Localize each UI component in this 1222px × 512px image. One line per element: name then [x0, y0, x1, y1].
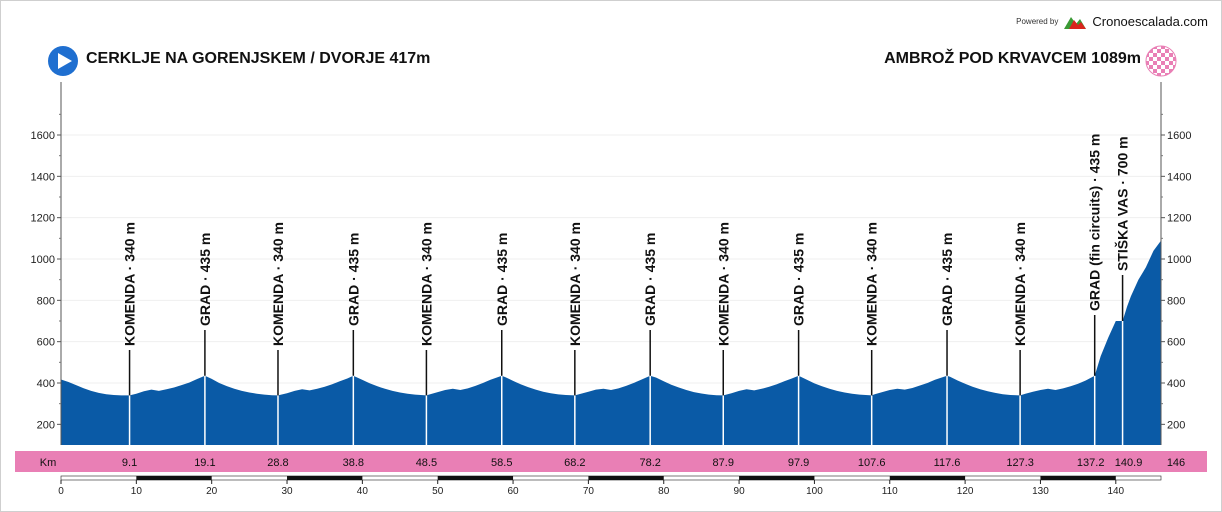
- y-tick-label: 200: [37, 419, 55, 431]
- scale-bar-segment: [588, 476, 664, 480]
- waypoint-label: GRAD (fin circuits) · 435 m: [1087, 134, 1103, 311]
- km-marker-label: 58.5: [491, 457, 512, 469]
- end-title: AMBROŽ POD KRVAVCEM 1089m: [884, 50, 1141, 67]
- y-tick-label: 1400: [1167, 171, 1191, 183]
- x-tick-label: 90: [734, 486, 746, 497]
- km-marker-label: 28.8: [267, 457, 288, 469]
- waypoint-label: GRAD · 435 m: [345, 233, 361, 326]
- y-tick-label: 800: [37, 295, 55, 307]
- y-tick-label: 1600: [31, 130, 55, 142]
- y-tick-label: 600: [1167, 337, 1185, 349]
- x-tick-label: 120: [957, 486, 974, 497]
- x-tick-label: 100: [806, 486, 823, 497]
- y-tick-label: 200: [1167, 419, 1185, 431]
- y-tick-label: 600: [37, 337, 55, 349]
- km-marker-label: 19.1: [194, 457, 215, 469]
- waypoint-markers: KOMENDA · 340 m GRAD · 435 m KOMENDA · 340…: [122, 134, 1131, 445]
- play-arrow-icon: [47, 45, 79, 82]
- km-band: Km 9.1 19.1 28.8 38.8 48.5 58.5 68.2 78.2 87.9 97.…: [15, 451, 1207, 472]
- scale-bar-segment: [1040, 476, 1116, 480]
- x-tick-label: 20: [206, 486, 218, 497]
- start-title: CERKLJE NA GORENJSKEM / DVORJE 417m: [86, 50, 431, 67]
- km-marker-label: 127.3: [1006, 457, 1034, 469]
- brand[interactable]: Powered by Cronoescalada.com: [1016, 14, 1208, 29]
- waypoint-label: KOMENDA · 340 m: [567, 222, 583, 346]
- waypoint-label: GRAD · 435 m: [791, 233, 807, 326]
- km-marker-label: 38.8: [343, 457, 364, 469]
- powered-by-label: Powered by: [1016, 17, 1059, 26]
- x-tick-label: 70: [583, 486, 595, 497]
- km-marker-label: 140.9: [1115, 457, 1143, 469]
- y-tick-label: 1400: [31, 171, 55, 183]
- waypoint-label: KOMENDA · 340 m: [715, 222, 731, 346]
- mountain-logo-icon: [1064, 16, 1087, 29]
- x-tick-label: 10: [131, 486, 143, 497]
- km-marker-label: 97.9: [788, 457, 809, 469]
- y-tick-label: 1600: [1167, 130, 1191, 142]
- km-marker-label: 9.1: [122, 457, 137, 469]
- scale-bar-segment: [136, 476, 212, 480]
- scale-bar-segment: [437, 476, 514, 480]
- km-marker-label: 146: [1167, 457, 1185, 469]
- x-tick-label: 40: [357, 486, 369, 497]
- km-band-background: [15, 451, 1207, 472]
- scale-bar-segment: [287, 476, 363, 480]
- x-tick-label: 110: [882, 486, 898, 497]
- checkered-flag-icon: [1145, 45, 1177, 82]
- y-tick-label: 400: [1167, 378, 1185, 390]
- x-tick-label: 50: [432, 486, 444, 497]
- km-marker-label: 78.2: [639, 457, 660, 469]
- km-marker-label: 87.9: [713, 457, 734, 469]
- waypoint-label: KOMENDA · 340 m: [122, 222, 138, 346]
- waypoint-label: GRAD · 435 m: [494, 233, 510, 326]
- x-tick-label: 80: [658, 486, 670, 497]
- x-tick-label: 30: [281, 486, 293, 497]
- waypoint-label: KOMENDA · 340 m: [1012, 222, 1028, 346]
- y-tick-label: 1000: [1167, 254, 1191, 266]
- chart-grid: [61, 134, 1161, 425]
- waypoint-label: KOMENDA · 340 m: [864, 222, 880, 346]
- brand-name: Cronoescalada.com: [1092, 14, 1208, 29]
- y-tick-label: 1200: [1167, 213, 1191, 225]
- x-tick-label: 60: [507, 486, 519, 497]
- elevation-profile-area: [61, 240, 1161, 445]
- y-tick-label: 1200: [31, 213, 55, 225]
- distance-scale-bar: 0 10 20 30 40 50 60 70 80 90 100 110 120 130 140: [58, 475, 1162, 497]
- y-tick-label: 800: [1167, 295, 1185, 307]
- km-band-label: Km: [40, 457, 57, 469]
- waypoint-label: KOMENDA · 340 m: [270, 222, 286, 346]
- x-tick-label: 0: [58, 486, 64, 497]
- chart-axes: 200 200 400 400 600 600 800 800 1000 1000 1200 1200…: [31, 82, 1191, 445]
- km-marker-label: 117.6: [934, 457, 961, 469]
- waypoint-label: GRAD · 435 m: [197, 233, 213, 326]
- km-marker-label: 107.6: [858, 457, 886, 469]
- scale-bar-segment: [889, 476, 966, 480]
- km-marker-label: 48.5: [416, 457, 437, 469]
- waypoint-label: KOMENDA · 340 m: [418, 222, 434, 346]
- km-marker-label: 137.2: [1077, 457, 1105, 469]
- x-tick-label: 130: [1032, 486, 1049, 497]
- waypoint-label: GRAD · 435 m: [642, 233, 658, 326]
- waypoint-label: STIŠKA VAS · 700 m: [1114, 136, 1131, 271]
- y-tick-label: 1000: [31, 254, 55, 266]
- scale-bar-segment: [739, 476, 815, 480]
- y-tick-label: 400: [37, 378, 55, 390]
- km-marker-label: 68.2: [564, 457, 585, 469]
- x-tick-label: 140: [1107, 486, 1124, 497]
- waypoint-label: GRAD · 435 m: [939, 233, 955, 326]
